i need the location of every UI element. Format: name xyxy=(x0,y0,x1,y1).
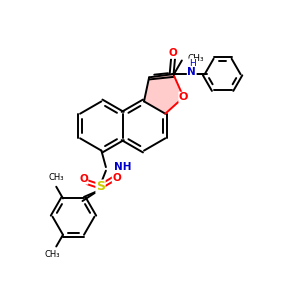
Text: S: S xyxy=(96,180,105,193)
Text: CH₃: CH₃ xyxy=(45,250,60,259)
Text: H: H xyxy=(189,59,196,68)
Text: O: O xyxy=(169,48,178,58)
Text: O: O xyxy=(79,174,88,184)
Text: O: O xyxy=(112,172,121,183)
Text: O: O xyxy=(179,92,188,102)
Text: N: N xyxy=(187,67,196,77)
Polygon shape xyxy=(144,75,184,114)
Text: CH₃: CH₃ xyxy=(49,173,64,182)
Text: NH: NH xyxy=(114,162,132,172)
Text: CH₃: CH₃ xyxy=(187,55,204,64)
